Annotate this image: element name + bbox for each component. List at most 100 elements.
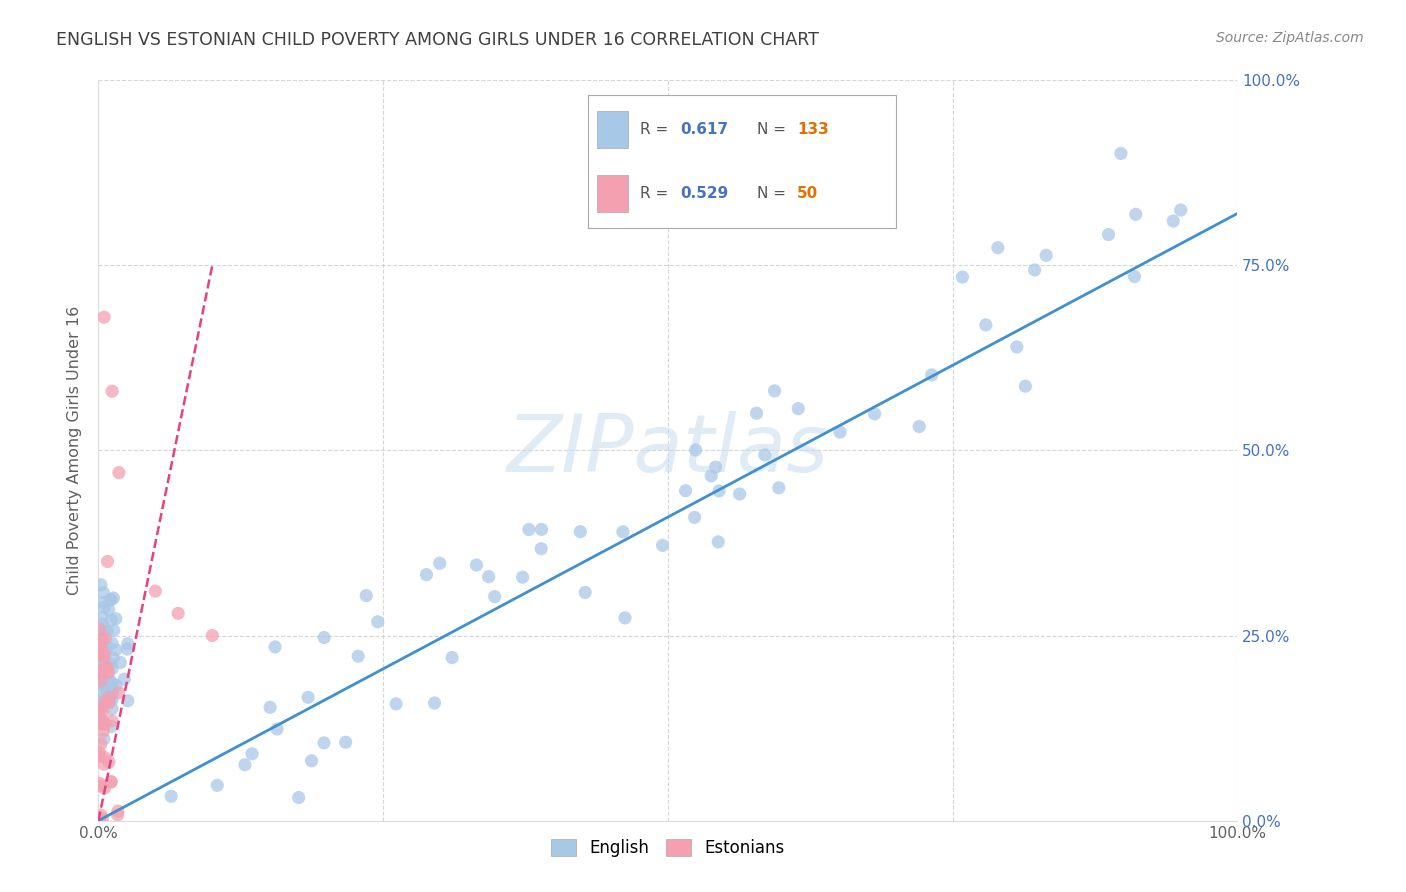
Legend: English, Estonians: English, Estonians bbox=[544, 832, 792, 864]
Point bbox=[90, 737, 112, 751]
Point bbox=[100, 714, 122, 728]
Point bbox=[512, 570, 534, 584]
Point bbox=[89, 623, 111, 637]
Point bbox=[415, 567, 437, 582]
Point bbox=[93, 731, 115, 746]
Point bbox=[94, 694, 117, 708]
Point bbox=[96, 660, 118, 674]
Point bbox=[105, 678, 128, 692]
Point bbox=[908, 419, 931, 434]
Point bbox=[145, 584, 167, 599]
Point bbox=[987, 241, 1010, 255]
Point bbox=[104, 612, 127, 626]
Point bbox=[93, 623, 115, 637]
Point bbox=[90, 716, 112, 731]
Point bbox=[651, 538, 673, 552]
Point bbox=[297, 690, 319, 705]
Point bbox=[91, 585, 114, 599]
Point bbox=[91, 666, 114, 681]
Point bbox=[1097, 227, 1119, 242]
Point bbox=[612, 524, 634, 539]
Point bbox=[89, 779, 111, 793]
Point bbox=[101, 702, 124, 716]
Point bbox=[90, 701, 112, 715]
Point bbox=[828, 425, 851, 439]
Point bbox=[974, 318, 997, 332]
Point bbox=[90, 666, 112, 681]
Point bbox=[675, 483, 697, 498]
Point bbox=[160, 789, 183, 804]
Point bbox=[89, 713, 111, 727]
Point bbox=[90, 624, 112, 639]
Y-axis label: Child Poverty Among Girls Under 16: Child Poverty Among Girls Under 16 bbox=[67, 306, 83, 595]
Point bbox=[264, 640, 287, 654]
Point bbox=[89, 640, 111, 654]
Point bbox=[478, 569, 501, 583]
Point bbox=[94, 648, 117, 662]
Point bbox=[301, 754, 323, 768]
Point bbox=[90, 675, 112, 690]
Point bbox=[314, 631, 336, 645]
Point bbox=[89, 746, 111, 760]
Point bbox=[93, 654, 115, 668]
Point bbox=[98, 691, 121, 706]
Point bbox=[952, 270, 974, 285]
Point bbox=[91, 812, 114, 826]
Point bbox=[728, 487, 751, 501]
Point bbox=[91, 714, 114, 728]
Point bbox=[103, 624, 125, 638]
Point bbox=[1035, 248, 1057, 262]
Point bbox=[96, 640, 118, 654]
Point bbox=[90, 652, 112, 666]
Point bbox=[754, 448, 776, 462]
Point bbox=[100, 613, 122, 627]
Point bbox=[90, 632, 112, 647]
Point bbox=[101, 662, 124, 676]
Point bbox=[1109, 146, 1132, 161]
Point bbox=[100, 592, 122, 607]
Point bbox=[91, 717, 114, 731]
Point bbox=[93, 757, 115, 772]
Point bbox=[98, 755, 121, 769]
Point bbox=[423, 696, 446, 710]
Point bbox=[91, 595, 114, 609]
Point bbox=[787, 401, 810, 416]
Point bbox=[91, 632, 114, 647]
Point bbox=[90, 632, 112, 646]
Point bbox=[745, 406, 768, 420]
Point bbox=[101, 682, 124, 697]
Point bbox=[101, 636, 124, 650]
Point bbox=[105, 642, 128, 657]
Point bbox=[90, 648, 112, 662]
Point bbox=[93, 723, 115, 738]
Point bbox=[569, 524, 592, 539]
Point bbox=[863, 407, 886, 421]
Point bbox=[100, 682, 122, 697]
Point bbox=[335, 735, 357, 749]
Point bbox=[90, 665, 112, 680]
Point bbox=[1024, 263, 1046, 277]
Point bbox=[354, 589, 377, 603]
Point bbox=[101, 651, 124, 665]
Point bbox=[91, 696, 114, 710]
Point bbox=[100, 674, 122, 689]
Point bbox=[94, 717, 117, 731]
Point bbox=[97, 665, 120, 680]
Point bbox=[385, 697, 408, 711]
Point bbox=[96, 683, 118, 698]
Text: Source: ZipAtlas.com: Source: ZipAtlas.com bbox=[1216, 31, 1364, 45]
Point bbox=[685, 442, 707, 457]
Point bbox=[110, 656, 132, 670]
Point bbox=[112, 672, 135, 686]
Point bbox=[89, 776, 111, 790]
Point bbox=[89, 749, 111, 764]
Point bbox=[94, 658, 117, 673]
Point bbox=[90, 655, 112, 669]
Point bbox=[93, 781, 115, 796]
Point bbox=[89, 813, 111, 827]
Point bbox=[93, 750, 115, 764]
Point bbox=[89, 664, 111, 678]
Point bbox=[1123, 269, 1146, 284]
Point bbox=[89, 677, 111, 691]
Point bbox=[240, 747, 263, 761]
